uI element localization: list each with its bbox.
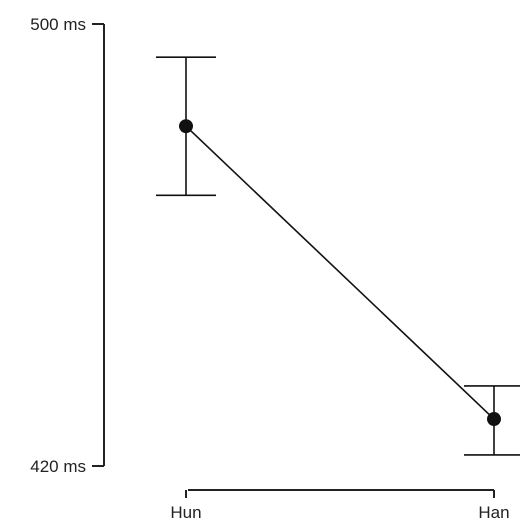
data-point bbox=[179, 119, 193, 134]
y-tick-label: 420 ms bbox=[30, 457, 86, 476]
y-ticks: 500 ms 420 ms bbox=[30, 15, 104, 476]
x-tick-label: Han bbox=[478, 503, 509, 522]
y-axis: 500 ms 420 ms bbox=[30, 15, 105, 476]
plot-area bbox=[156, 56, 520, 456]
x-ticks: Hun Han bbox=[170, 490, 510, 522]
x-axis: Hun Han bbox=[170, 489, 510, 522]
series-line bbox=[185, 125, 495, 420]
y-tick-label: 500 ms bbox=[30, 15, 86, 34]
x-tick-label: Hun bbox=[170, 503, 201, 522]
data-point bbox=[487, 412, 501, 427]
